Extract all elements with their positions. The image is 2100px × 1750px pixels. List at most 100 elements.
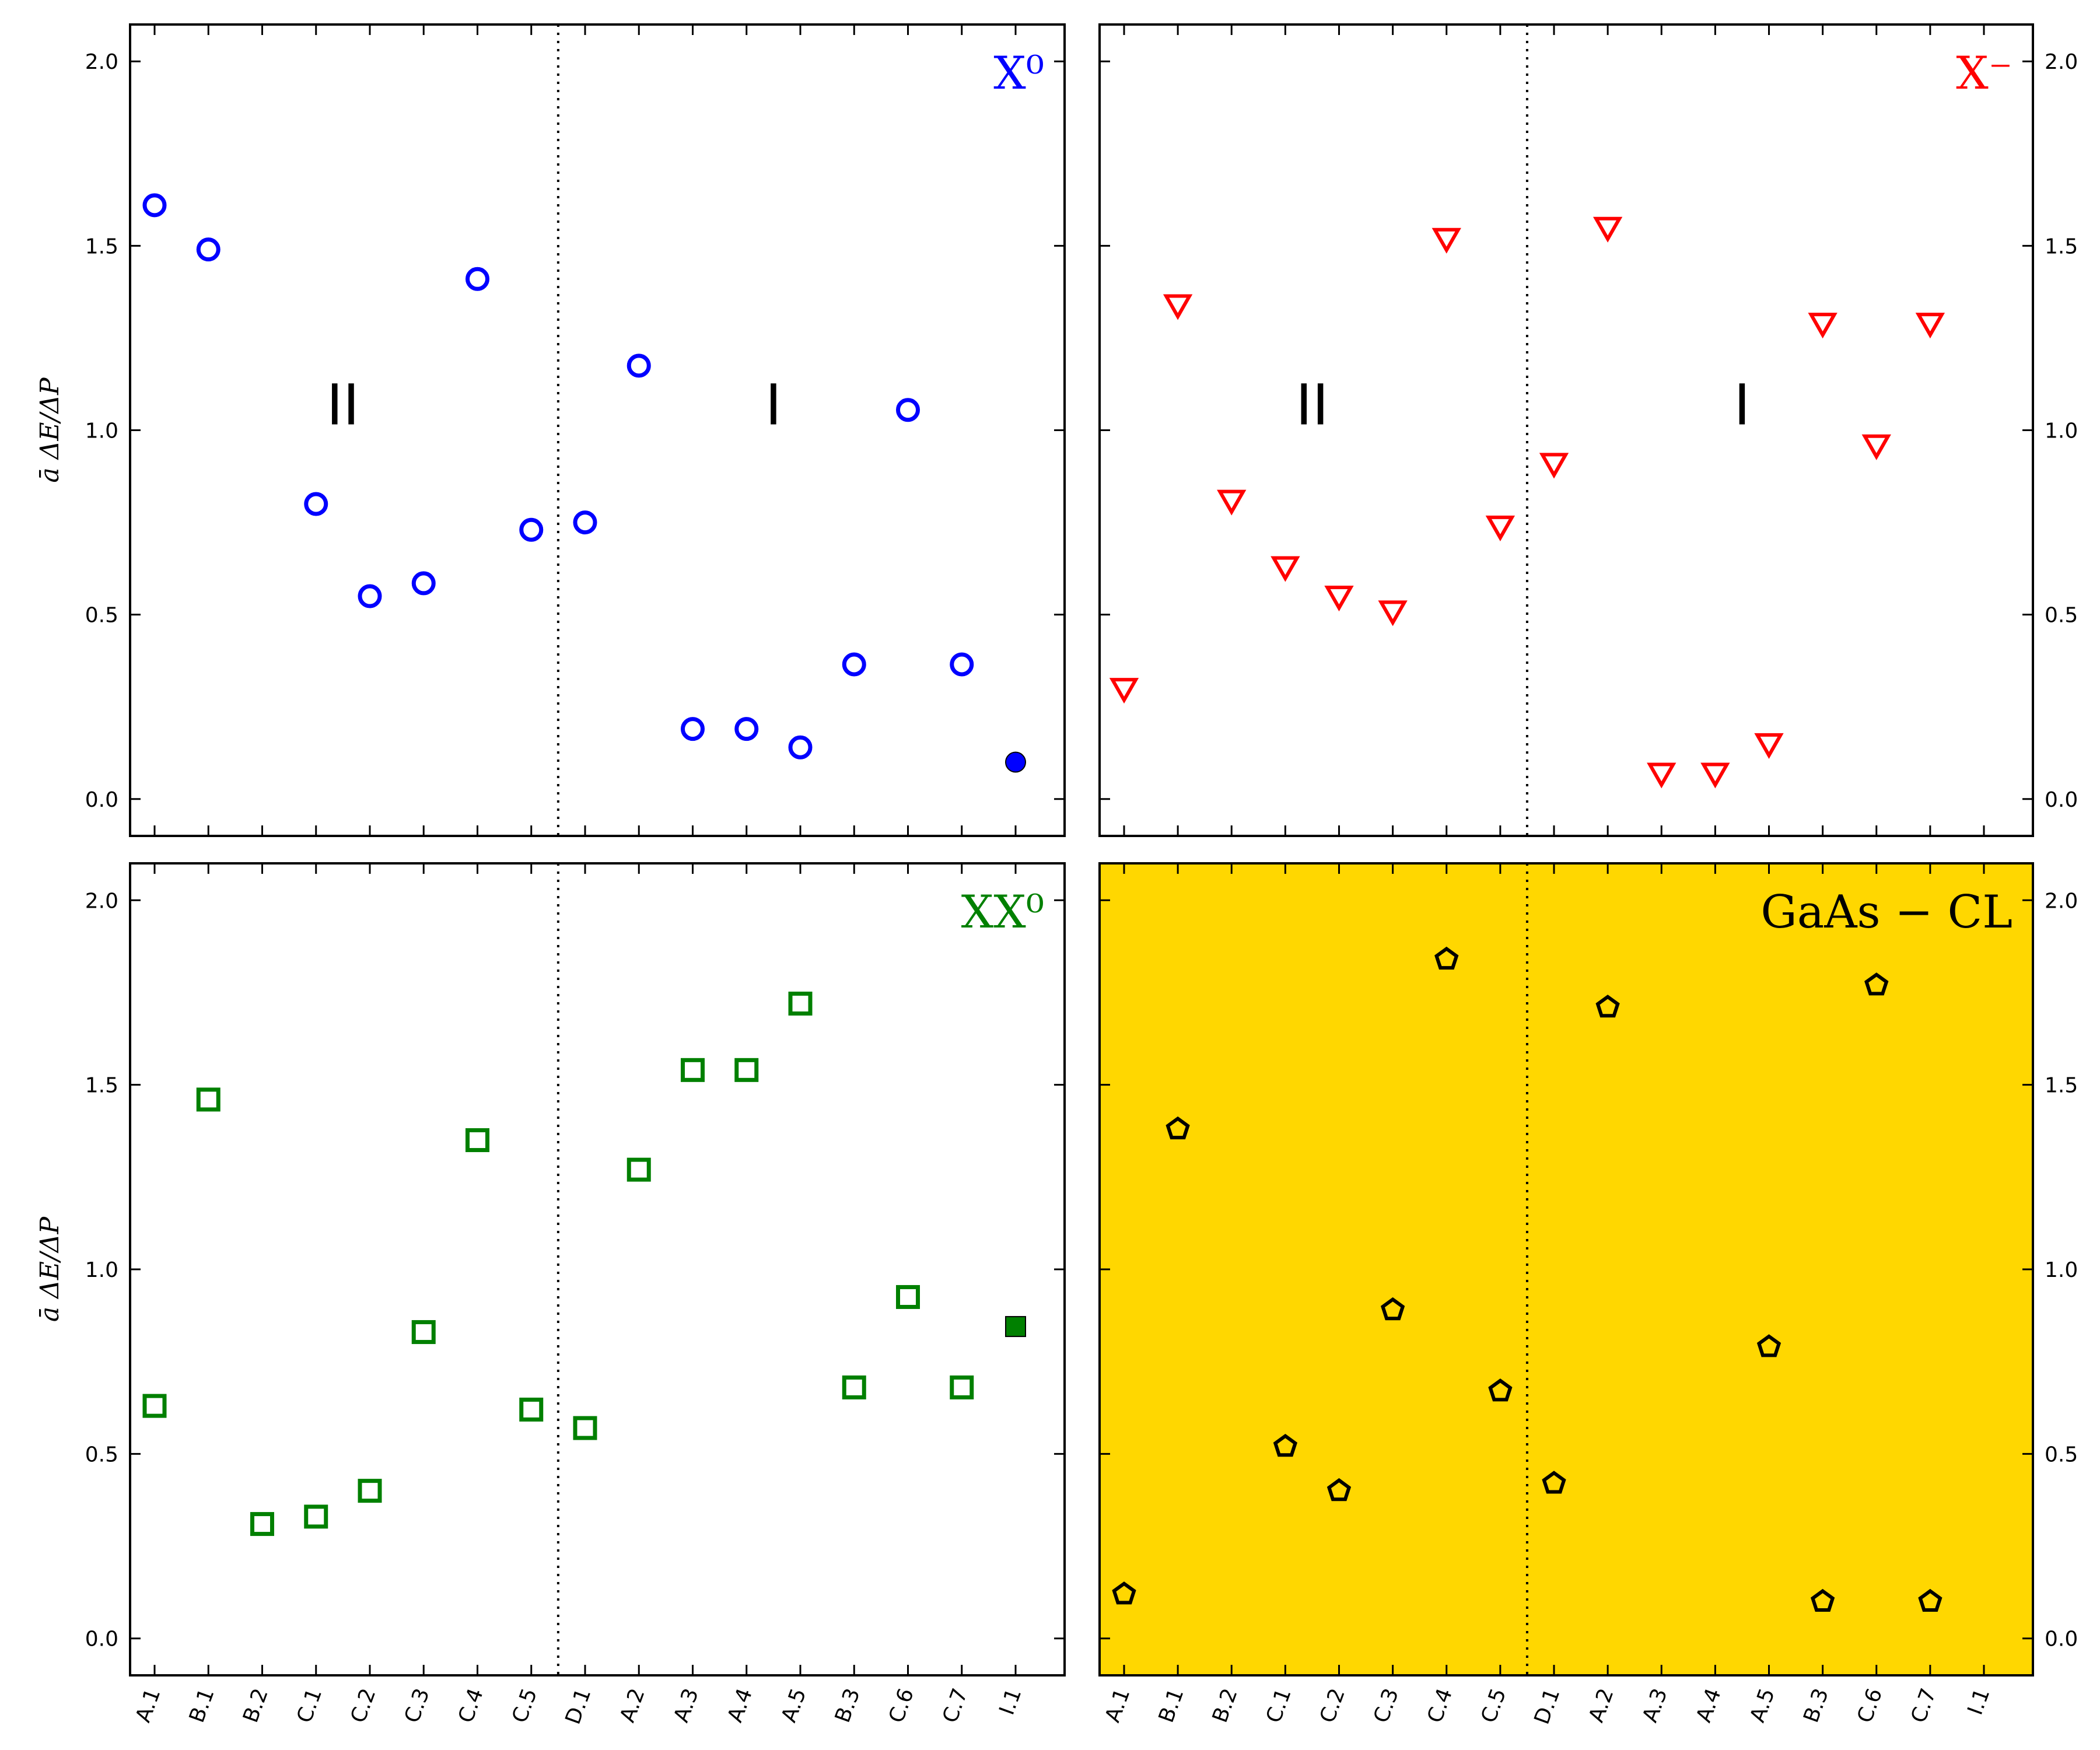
x-tick-label: C.1 <box>1262 1685 1296 1726</box>
data-point <box>1592 216 1623 243</box>
y-axis-label: ā ΔE/ΔP <box>35 1216 65 1322</box>
data-point <box>681 1058 705 1082</box>
x-tick-label: A.1 <box>131 1685 165 1726</box>
y-tick-label: 2.0 <box>85 50 118 74</box>
x-tick-label: C.4 <box>454 1685 488 1726</box>
data-point <box>304 1504 328 1529</box>
panel-title: X⁻ <box>1956 47 2013 100</box>
data-point <box>466 1128 489 1153</box>
data-point <box>250 1512 274 1536</box>
data-point <box>1378 600 1408 626</box>
x-tick-label: I.1 <box>1964 1685 1995 1718</box>
plot-frame <box>1098 862 2034 1676</box>
plot-frame <box>1098 23 2034 837</box>
data-point <box>1166 1116 1190 1140</box>
data-point <box>1918 1588 1943 1612</box>
data-point <box>358 1479 382 1503</box>
x-tick-label: D.1 <box>1530 1685 1565 1727</box>
data-point <box>1112 1581 1136 1605</box>
data-point <box>896 398 920 422</box>
data-point <box>788 735 813 760</box>
x-tick-label: C.4 <box>1423 1685 1457 1726</box>
plot-background <box>130 24 1065 836</box>
y-tick-label: 2.0 <box>2045 889 2078 913</box>
region-label-i: I <box>765 373 782 438</box>
data-point <box>1915 313 1945 339</box>
region-label-ii: II <box>1296 373 1329 438</box>
x-tick-label: C.5 <box>1476 1685 1511 1726</box>
x-tick-label: A.5 <box>1745 1685 1779 1726</box>
y-tick-label: 0.0 <box>2045 1628 2078 1651</box>
data-point <box>1270 556 1300 582</box>
y-tick-label: 0.5 <box>2045 1443 2078 1466</box>
panel-4: 0.0 0.5 1.0 1.5 2.0 A.1 B.1 B.2 C.1 C.2 C.3 C.4 C.5 D… <box>1098 862 2078 1727</box>
data-point <box>411 1320 436 1345</box>
data-point <box>734 717 759 741</box>
y-tick-label: 1.5 <box>85 235 118 258</box>
y-tick-label: 2.0 <box>2045 50 2078 74</box>
data-point <box>626 1157 651 1182</box>
y-axis-label: ā ΔE/ΔP <box>35 377 65 483</box>
region-label-i: I <box>1734 373 1750 438</box>
plot-frame <box>129 862 1066 1676</box>
x-tick-label: A.3 <box>1638 1685 1672 1726</box>
data-point <box>466 267 489 291</box>
x-tick-label: C.2 <box>1315 1685 1350 1726</box>
x-tick-label: C.1 <box>292 1685 327 1726</box>
data-point <box>142 193 167 218</box>
x-tick-label: A.5 <box>777 1685 811 1726</box>
x-tick-label: A.2 <box>1584 1685 1618 1726</box>
x-tick-label: A.4 <box>723 1685 757 1726</box>
data-point <box>1488 1378 1513 1402</box>
data-point <box>1808 313 1838 339</box>
plot-background <box>1100 863 2033 1675</box>
data-point <box>519 517 544 542</box>
x-tick-label: B.3 <box>831 1685 865 1726</box>
data-point <box>1324 586 1354 612</box>
data-point <box>1432 228 1461 254</box>
x-tick-label: A.2 <box>615 1685 649 1726</box>
y-tick-label: 0.0 <box>85 788 118 812</box>
data-point <box>1861 434 1891 460</box>
y-tick-label: 1.5 <box>85 1074 118 1098</box>
data-point <box>1542 1471 1566 1494</box>
x-tick-label: B.1 <box>1154 1685 1189 1726</box>
data-point <box>1380 1297 1405 1321</box>
plot-background <box>1100 24 2033 836</box>
data-point <box>1326 1478 1352 1502</box>
data-point <box>1005 1316 1026 1338</box>
data-point <box>950 1375 974 1399</box>
data-point <box>1700 762 1730 789</box>
y-tick-label: 1.0 <box>2045 1258 2078 1282</box>
data-point <box>842 652 866 677</box>
x-tick-label: C.6 <box>884 1685 919 1726</box>
data-point <box>142 1394 167 1418</box>
y-tick-label: 1.5 <box>2045 1074 2078 1098</box>
data-point <box>1005 751 1026 773</box>
data-point <box>519 1397 544 1422</box>
data-point <box>1595 995 1620 1018</box>
x-tick-label: C.3 <box>400 1685 435 1726</box>
x-tick-label: A.1 <box>1101 1685 1135 1726</box>
data-point <box>896 1284 920 1309</box>
data-point <box>1754 733 1784 759</box>
data-point <box>1109 678 1139 704</box>
y-tick-label: 0.5 <box>85 604 118 628</box>
x-tick-label: B.1 <box>185 1685 219 1726</box>
data-point <box>1163 294 1193 320</box>
x-tick-label: C.7 <box>1906 1685 1941 1726</box>
x-tick-label: B.2 <box>1208 1685 1242 1726</box>
data-point <box>411 571 436 596</box>
x-tick-label: D.1 <box>561 1685 596 1727</box>
y-tick-label: 1.0 <box>85 419 118 443</box>
x-tick-label: C.3 <box>1369 1685 1404 1726</box>
data-point <box>1217 489 1247 516</box>
data-point <box>681 717 705 741</box>
data-point <box>1539 453 1569 479</box>
x-tick-label: B.3 <box>1799 1685 1833 1726</box>
x-tick-label: A.4 <box>1692 1685 1726 1726</box>
data-point <box>1810 1588 1835 1612</box>
data-point <box>358 584 382 608</box>
x-tick-label: A.3 <box>669 1685 703 1726</box>
